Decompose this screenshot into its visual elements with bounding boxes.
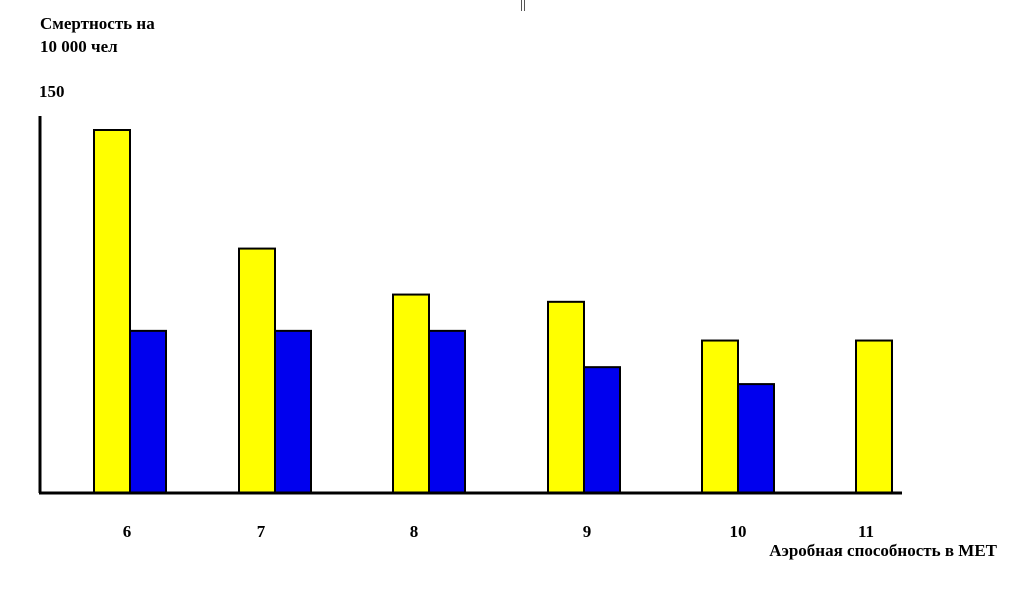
x-axis-label: Аэробная способность в МЕТ bbox=[769, 541, 997, 560]
bar-series-1-8 bbox=[392, 293, 430, 494]
bar-series-1-7 bbox=[238, 247, 276, 494]
y-axis-max-tick-label: 150 bbox=[39, 82, 65, 101]
bar-series-2-7 bbox=[274, 329, 312, 494]
x-tick-label-6: 6 bbox=[123, 522, 132, 541]
x-tick-label-10: 10 bbox=[730, 522, 747, 541]
bar-series-1-9 bbox=[547, 300, 585, 494]
bar-series-1-11 bbox=[855, 339, 893, 495]
x-tick-label-9: 9 bbox=[583, 522, 592, 541]
bar-series-2-8 bbox=[428, 329, 466, 494]
bar-series-2-10 bbox=[737, 383, 775, 495]
bar-series-1-6 bbox=[93, 129, 131, 494]
y-axis-label-line-2: 10 000 чел bbox=[40, 37, 118, 56]
bar-series-2-9 bbox=[583, 366, 621, 494]
x-tick-label-11: 11 bbox=[858, 522, 874, 541]
x-tick-label-8: 8 bbox=[410, 522, 419, 541]
y-axis-label: Смертность на 10 000 чел bbox=[40, 12, 155, 58]
y-axis-label-line-1: Смертность на bbox=[40, 14, 155, 33]
text-cursor-mark bbox=[521, 0, 525, 11]
bar-series-2-6 bbox=[129, 329, 167, 494]
x-tick-label-7: 7 bbox=[257, 522, 266, 541]
bar-series-1-10 bbox=[701, 339, 739, 495]
